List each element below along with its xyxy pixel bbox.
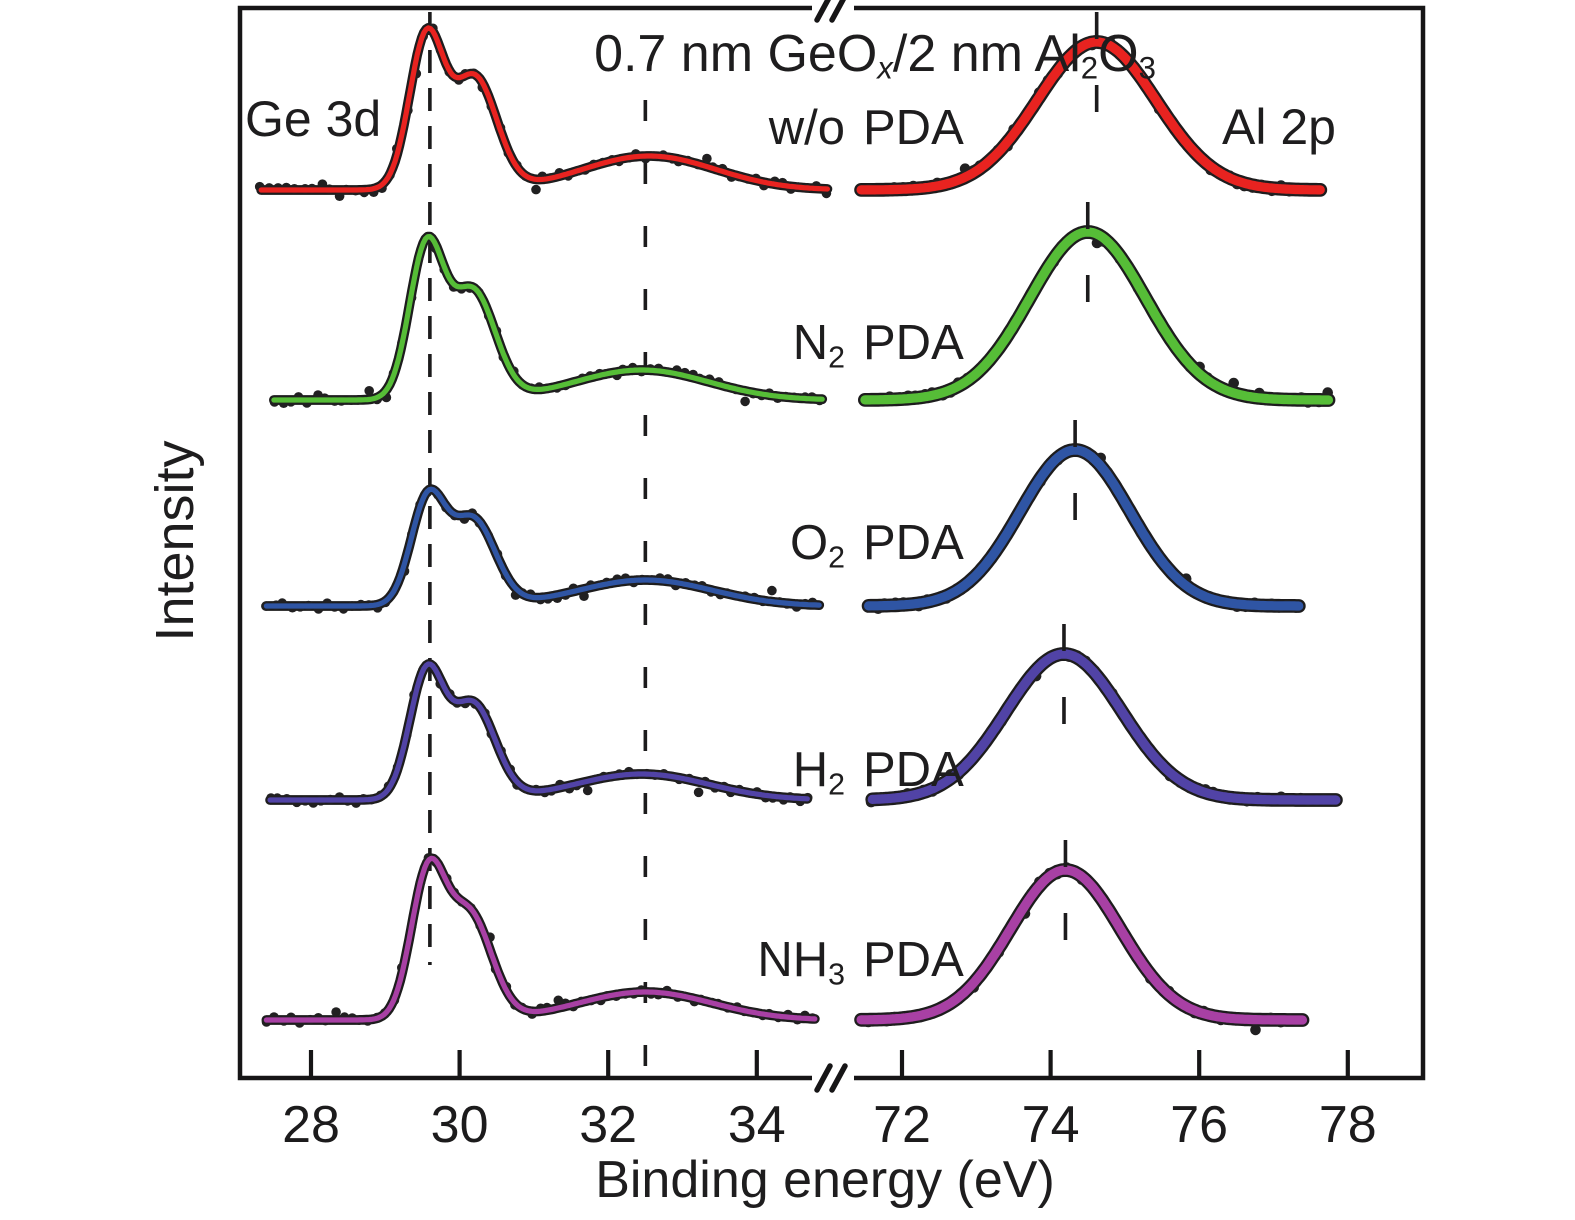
axis-break-slash-icon xyxy=(829,0,846,23)
trace-label-nh3-pda: NH3 PDA xyxy=(757,933,964,992)
ge3d-fit-line-2 xyxy=(263,486,822,609)
trace-label-h2-pda: H2 PDA xyxy=(792,743,964,802)
axis-break-slash-icon xyxy=(814,1063,833,1093)
title-subscript-x: x xyxy=(877,50,893,86)
trace-label-o2-pda: O2 PDA xyxy=(789,516,964,575)
axis-break-slash-icon xyxy=(814,0,831,23)
title-subscript-3: 3 xyxy=(1138,50,1156,86)
x-tick-label: 28 xyxy=(282,1096,340,1154)
x-tick-label: 32 xyxy=(579,1096,637,1154)
region-label-al2p: Al 2p xyxy=(1222,99,1336,155)
x-tick-label: 34 xyxy=(728,1096,786,1154)
ge3d-fit-line-0 xyxy=(258,25,830,193)
title-text-3: O xyxy=(1098,25,1139,83)
al2p-fit-line-4 xyxy=(856,865,1308,1025)
x-tick-label: 30 xyxy=(431,1096,489,1154)
ge3d-fit-line-3 xyxy=(267,661,810,803)
x-tick-label: 76 xyxy=(1170,1096,1228,1154)
title-text-1: 0.7 nm GeO xyxy=(594,25,878,83)
al2p-fit-line-0 xyxy=(856,37,1325,195)
al2p-fit-line-1 xyxy=(860,227,1334,405)
x-tick-label: 74 xyxy=(1022,1096,1080,1154)
trace-label-wo-pda: w/o PDA xyxy=(768,101,964,155)
title-text-2: /2 nm Al xyxy=(892,25,1081,83)
x-tick-label: 72 xyxy=(873,1096,931,1154)
figure-title: 0.7 nm GeOx/2 nm Al2O3 xyxy=(545,24,1205,86)
ge3d-fit-line-1 xyxy=(271,234,825,403)
y-axis-label: Intensity xyxy=(145,440,205,642)
axis-break-slash-icon xyxy=(829,1063,848,1093)
x-tick-label: 78 xyxy=(1319,1096,1377,1154)
al2p-fit-line-3 xyxy=(867,649,1341,805)
al2p-fit-line-2 xyxy=(864,445,1304,611)
ge3d-fit-line-4 xyxy=(263,855,818,1023)
trace-label-n2-pda: N2 PDA xyxy=(792,316,964,375)
region-label-ge3d: Ge 3d xyxy=(245,91,382,147)
x-axis-label: Binding energy (eV) xyxy=(595,1151,1055,1209)
title-subscript-2: 2 xyxy=(1080,50,1099,86)
